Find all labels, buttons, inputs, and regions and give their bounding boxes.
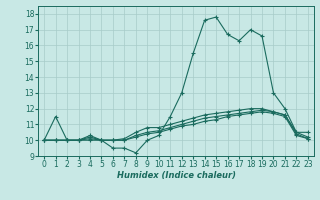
- X-axis label: Humidex (Indice chaleur): Humidex (Indice chaleur): [116, 171, 236, 180]
